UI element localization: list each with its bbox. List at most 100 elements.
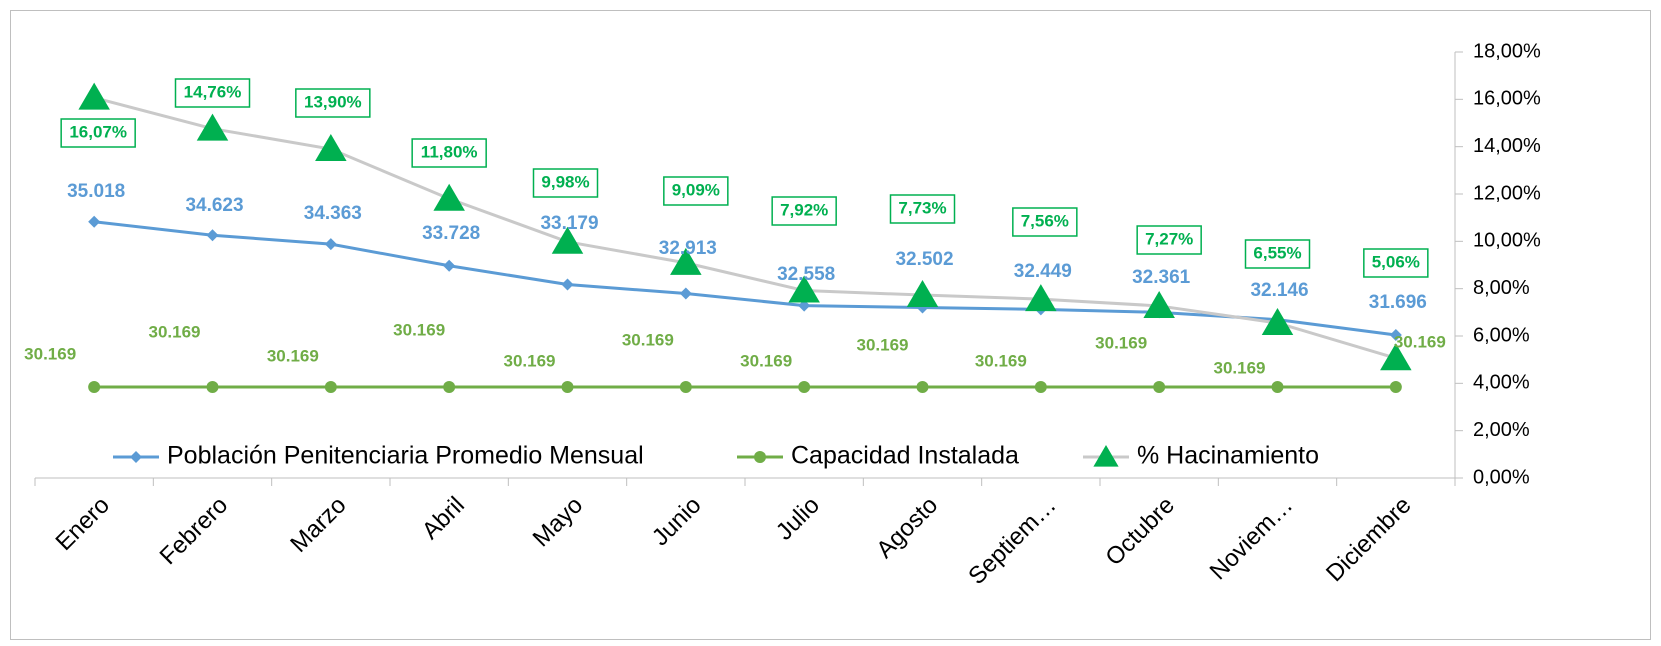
y2-tick-label: 10,00%: [1473, 230, 1541, 252]
marker: [1389, 329, 1402, 342]
data-label-box: [532, 168, 599, 198]
data-label-box: [1012, 207, 1078, 237]
data-label: 34.623: [185, 195, 243, 216]
marker: [324, 238, 337, 251]
data-label: 30.169: [975, 351, 1027, 370]
data-label: 32.361: [1132, 267, 1191, 288]
data-label: 32.146: [1250, 280, 1308, 301]
y2-tick-label: 4,00%: [1473, 372, 1530, 394]
marker: [433, 183, 465, 211]
marker: [443, 381, 456, 394]
data-label: 30.169: [740, 351, 792, 370]
data-label: 30.169: [393, 320, 445, 339]
chart-frame: [10, 10, 1651, 640]
y2-tick-label: 2,00%: [1473, 419, 1530, 441]
marker: [1025, 284, 1057, 312]
marker: [206, 381, 219, 394]
data-label: 30.169: [1214, 358, 1266, 377]
marker: [196, 113, 229, 141]
data-label: 32.558: [777, 264, 835, 285]
marker: [788, 275, 820, 303]
data-label: 33.728: [422, 223, 480, 244]
data-label: 35.018: [67, 181, 125, 202]
data-label-box: [663, 176, 729, 206]
marker: [670, 247, 702, 275]
marker: [551, 226, 584, 254]
marker: [443, 259, 456, 272]
data-label: 32.449: [1014, 261, 1072, 282]
legend-label: Capacidad Instalada: [791, 442, 1019, 470]
marker: [1034, 381, 1047, 394]
marker: [1143, 290, 1175, 318]
marker: [679, 287, 692, 300]
data-label: 33.179: [540, 213, 598, 234]
data-label: 13,90%: [304, 92, 362, 111]
data-label: 7,27%: [1145, 229, 1193, 248]
y2-tick-label: 18,00%: [1473, 40, 1541, 62]
legend-marker: [130, 451, 142, 463]
y2-tick-label: 8,00%: [1473, 277, 1530, 299]
data-label: 34.363: [304, 203, 362, 224]
data-label-box: [771, 196, 837, 226]
marker: [88, 381, 101, 394]
data-label: 32.913: [659, 238, 717, 259]
data-label: 7,73%: [898, 198, 946, 217]
data-label: 30.169: [1095, 333, 1147, 352]
y2-tick-label: 6,00%: [1473, 324, 1530, 346]
data-label: 30.169: [857, 335, 909, 354]
data-label: 30.169: [24, 344, 76, 363]
marker: [88, 215, 101, 228]
data-label: 11,80%: [421, 142, 478, 161]
data-label-box: [1136, 225, 1202, 255]
data-label: 9,98%: [541, 172, 589, 191]
data-label: 16,07%: [69, 122, 127, 141]
data-label-box: [1244, 239, 1311, 269]
marker: [324, 381, 337, 394]
data-label-box: [1363, 248, 1429, 278]
marker: [561, 381, 574, 394]
marker: [798, 299, 811, 312]
marker: [78, 82, 110, 110]
data-label: 14,76%: [184, 82, 242, 101]
marker: [315, 134, 347, 162]
marker: [906, 280, 939, 308]
data-label: 9,09%: [672, 180, 720, 199]
data-label: 7,92%: [780, 200, 828, 219]
marker: [916, 381, 929, 394]
legend-label: % Hacinamiento: [1137, 442, 1319, 470]
legend-label: Población Penitenciaria Promedio Mensual: [167, 442, 644, 470]
data-label: 30.169: [1394, 332, 1446, 351]
y2-tick-label: 12,00%: [1473, 182, 1541, 204]
data-label: 31.696: [1369, 292, 1427, 313]
marker: [1261, 307, 1294, 335]
data-label: 30.169: [504, 351, 556, 370]
data-label: 30.169: [267, 346, 319, 365]
series-line: [93, 96, 1397, 360]
y2-tick-label: 16,00%: [1473, 88, 1541, 110]
y2-tick-label: 14,00%: [1473, 135, 1541, 157]
marker: [1271, 381, 1284, 394]
data-label: 30.169: [149, 322, 201, 341]
marker: [1380, 343, 1412, 371]
data-label-box: [60, 118, 136, 148]
legend-marker: [754, 451, 766, 463]
data-label-box: [889, 194, 956, 224]
data-label: 7,56%: [1021, 211, 1069, 230]
marker: [1153, 381, 1166, 394]
marker: [206, 229, 219, 242]
data-label: 32.502: [895, 249, 953, 270]
series-line: [93, 220, 1397, 337]
data-label-box: [411, 138, 487, 168]
marker: [1389, 381, 1402, 394]
data-label-box: [174, 78, 251, 108]
marker: [798, 381, 811, 394]
data-label: 30.169: [622, 330, 674, 349]
data-label-box: [295, 88, 371, 118]
legend-marker: [1093, 445, 1119, 467]
y2-tick-label: 0,00%: [1473, 466, 1530, 488]
data-label: 6,55%: [1253, 243, 1301, 262]
marker: [679, 381, 692, 394]
marker: [561, 278, 574, 291]
data-label: 5,06%: [1372, 252, 1420, 271]
